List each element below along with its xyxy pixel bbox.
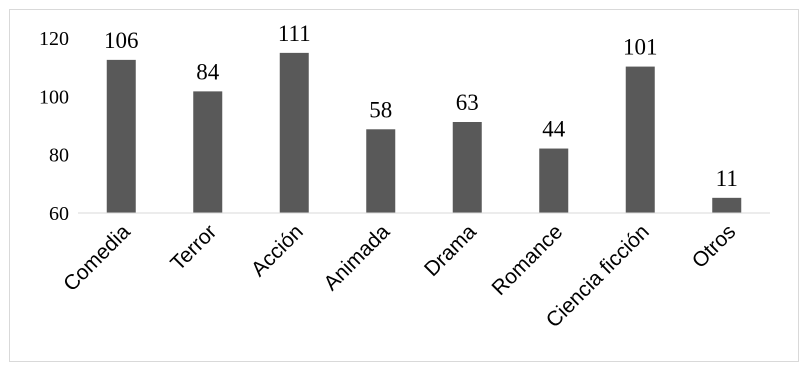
bar-animada (366, 129, 396, 213)
data-label: 111 (278, 21, 311, 46)
data-label: 84 (196, 59, 220, 84)
x-tick-label: Animada (319, 220, 394, 295)
x-tick-label: Drama (420, 220, 481, 281)
y-tick-label: 100 (39, 86, 69, 108)
y-tick-label: 80 (49, 145, 69, 167)
chart-container: 60 80 100 120 106 84 111 58 63 44 101 11 Comedia Te… (9, 9, 799, 362)
data-label: 63 (456, 90, 479, 115)
bar-comedia (106, 59, 136, 213)
y-tick-label: 120 (39, 28, 69, 50)
bar-otros (712, 197, 742, 213)
bar-romance (539, 148, 569, 213)
data-label: 11 (716, 166, 738, 191)
data-label: 44 (542, 117, 566, 142)
y-tick-label: 60 (49, 203, 69, 225)
bars-group (106, 52, 742, 213)
bar-chart: 60 80 100 120 106 84 111 58 63 44 101 11 Comedia Te… (39, 21, 770, 332)
x-tick-label: Comedia (59, 220, 135, 296)
y-axis: 60 80 100 120 (39, 28, 69, 225)
data-label: 58 (369, 97, 392, 122)
data-label: 106 (104, 28, 139, 53)
x-tick-label: Acción (247, 220, 308, 281)
bar-terror (193, 91, 223, 213)
bar-drama (452, 122, 482, 213)
bar-ciencia-ficción (625, 66, 655, 213)
x-tick-label: Otros (688, 220, 741, 273)
bar-acción (279, 52, 309, 213)
x-axis-labels: Comedia Terror Acción Animada Drama RomanceCi… (59, 220, 740, 332)
x-tick-label: Terror (166, 220, 221, 275)
data-label: 101 (623, 35, 658, 60)
x-tick-label: Romance (487, 220, 567, 300)
data-labels-group: 106 84 111 58 63 44 101 11 (104, 21, 738, 191)
